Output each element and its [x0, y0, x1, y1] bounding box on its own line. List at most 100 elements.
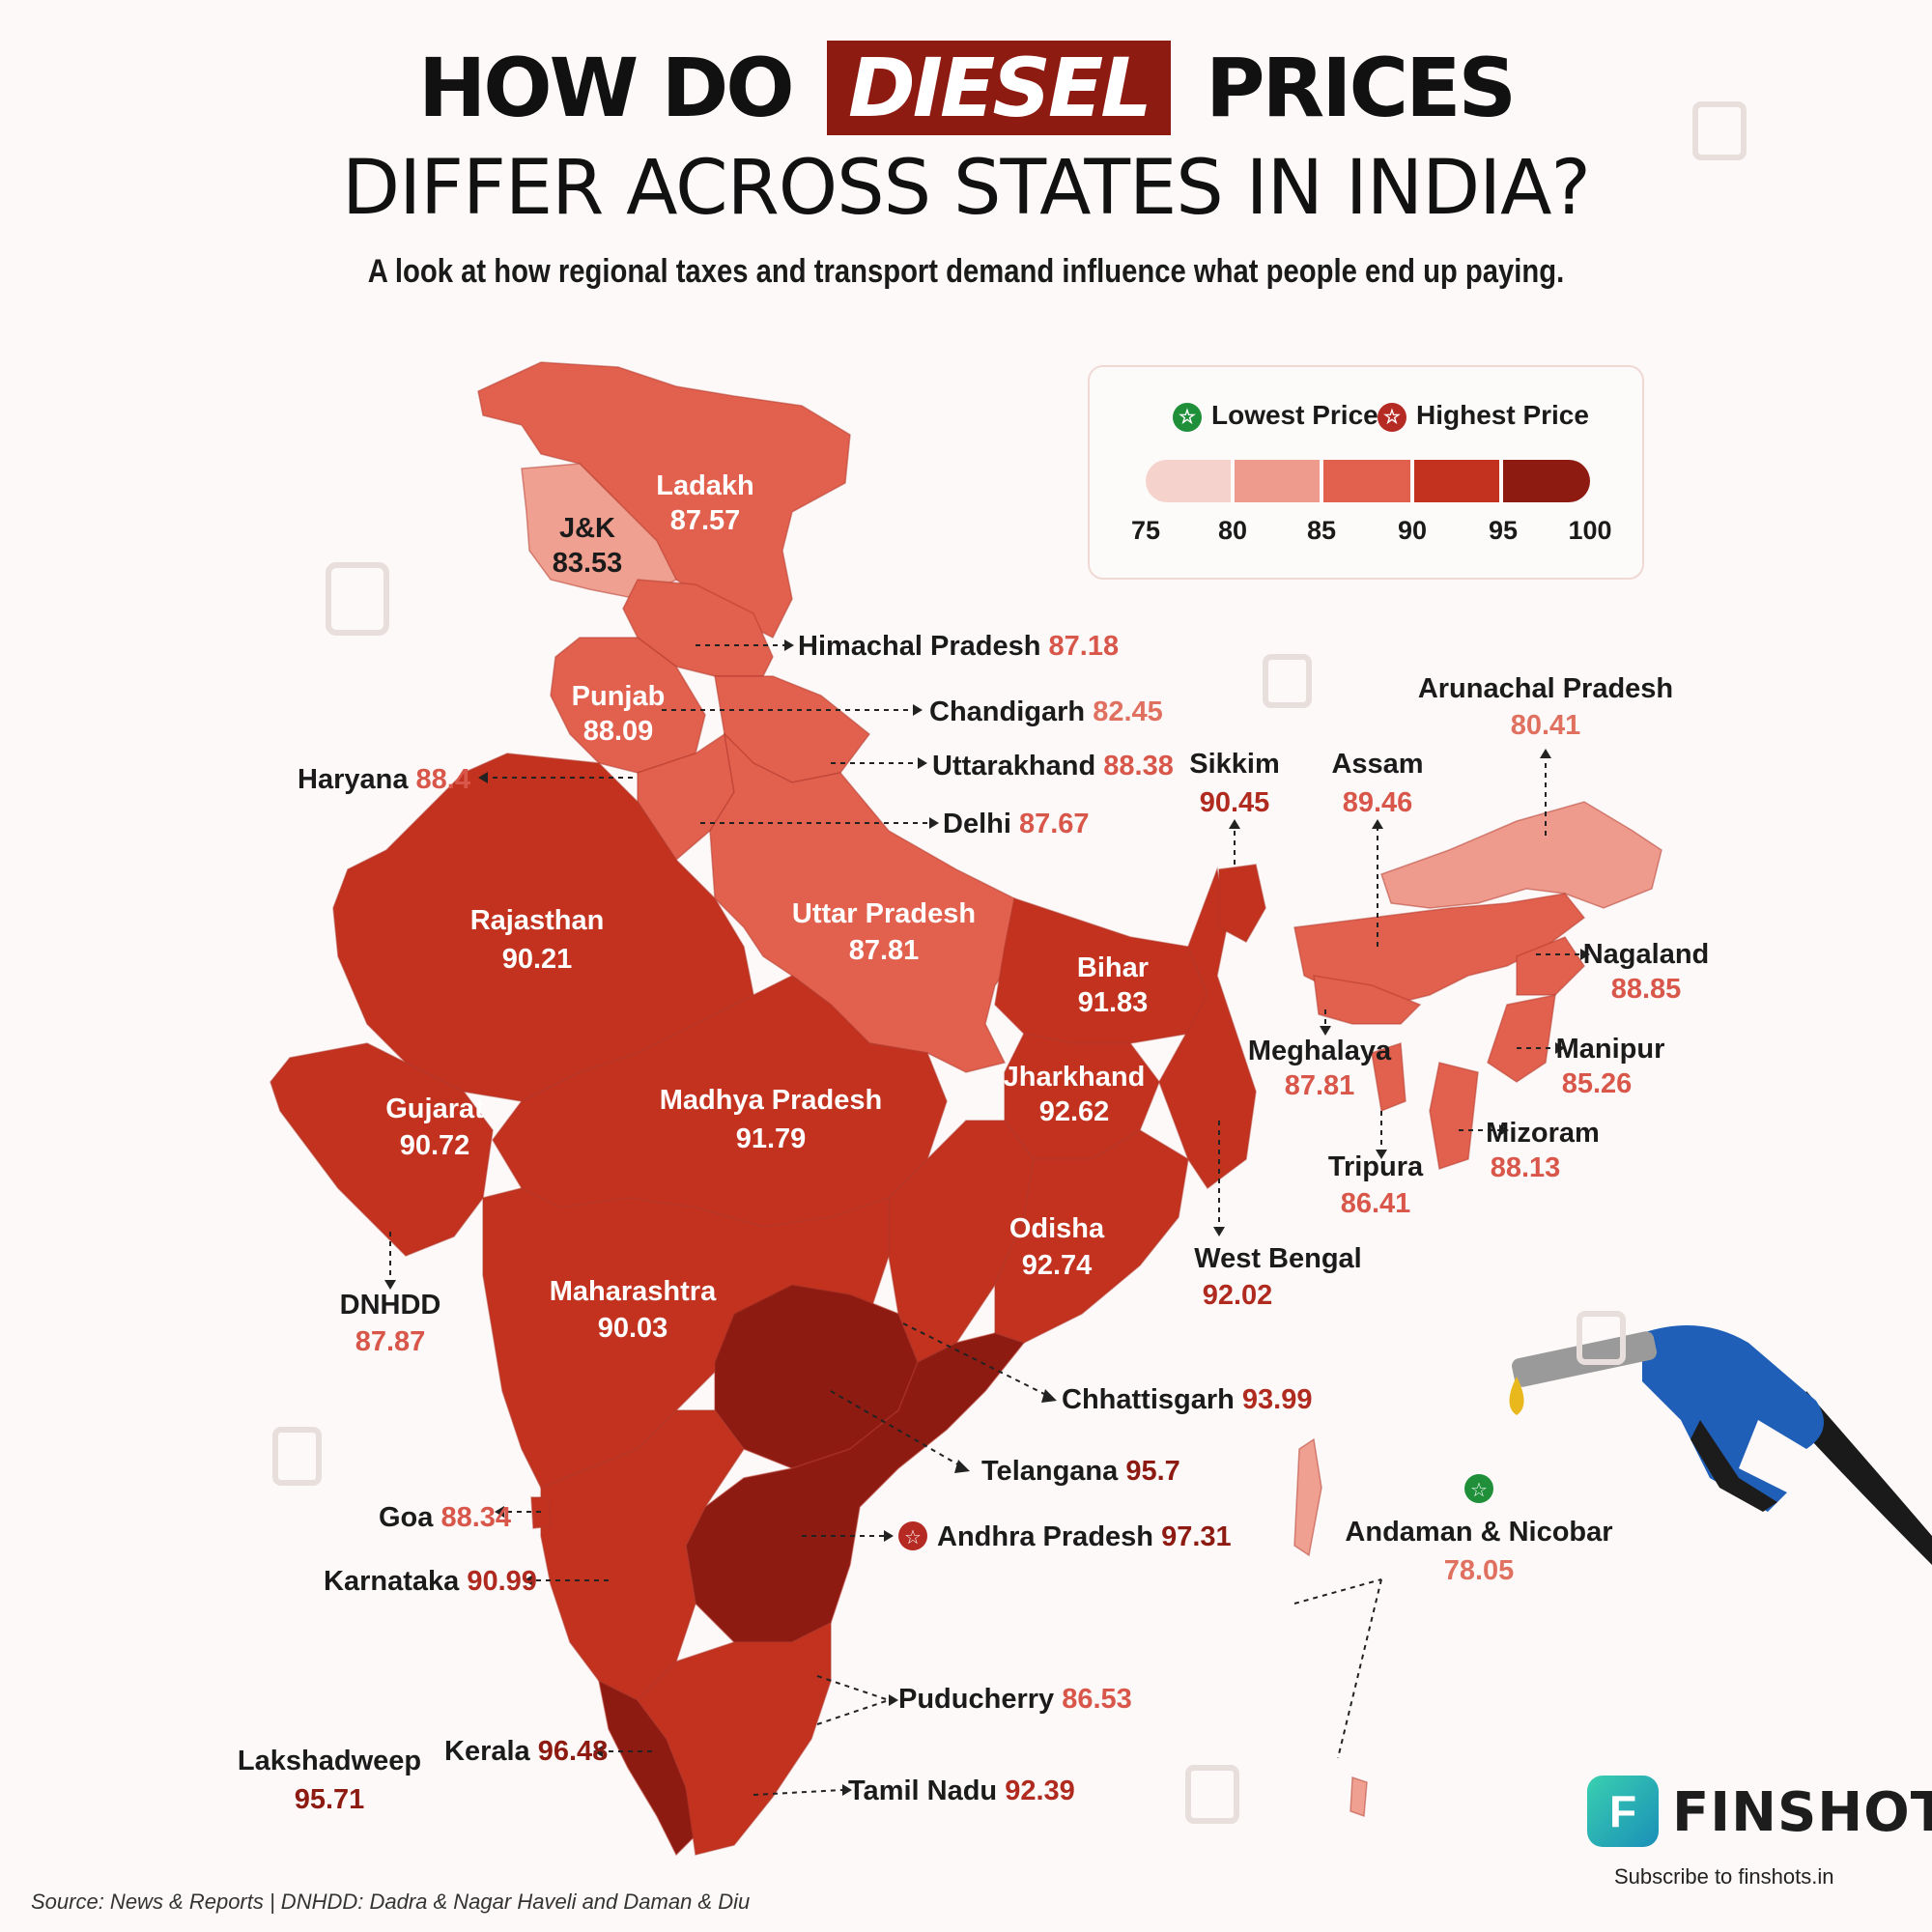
value-westbengal: 92.02	[1203, 1280, 1273, 1311]
watermark-logos	[272, 101, 1747, 1824]
legend-lowest: ☆ Lowest Price	[1173, 400, 1378, 432]
region-ladakh	[477, 361, 851, 639]
title-highlight: DIESEL	[826, 41, 1171, 135]
legend-highest: ☆ Highest Price	[1378, 400, 1589, 432]
label-andhra: Andhra Pradesh 97.31	[937, 1521, 1232, 1552]
label-manipur: Manipur	[1556, 1034, 1665, 1065]
fuel-hose	[1797, 1391, 1932, 1565]
legend-bin-90-95	[1414, 460, 1499, 502]
label-arunachal: Arunachal Pradesh	[1418, 673, 1673, 704]
region-nicobar	[1350, 1776, 1368, 1818]
label-haryana: Haryana 88.4	[298, 764, 470, 795]
lowest-star-icon: ☆	[1173, 402, 1202, 432]
highest-star-icon: ☆	[1378, 402, 1406, 432]
leader-arrowheads	[384, 639, 1590, 1796]
label-gujarat: Gujarat	[385, 1094, 484, 1124]
legend-bin-85-90	[1323, 460, 1410, 502]
label-jharkhand: Jharkhand	[1004, 1062, 1146, 1093]
price-legend: ☆ Lowest Price ☆ Highest Price 75 80 85 90…	[1088, 365, 1644, 580]
lowest-price-marker: ☆	[1464, 1474, 1493, 1503]
label-odisha: Odisha	[1009, 1213, 1105, 1244]
map-labels: Ladakh 87.57 J&K 83.53 Punjab 88.09 Raja…	[385, 470, 1149, 1344]
title-line-2: DIFFER ACROSS STATES IN INDIA?	[342, 145, 1591, 232]
highest-star-icon: ☆	[904, 1527, 922, 1548]
label-puducherry: Puducherry 86.53	[898, 1684, 1132, 1715]
label-chandigarh: Chandigarh 82.45	[929, 696, 1163, 727]
legend-tick: 95	[1488, 516, 1519, 545]
label-tripura: Tripura	[1328, 1151, 1424, 1182]
value-manipur: 85.26	[1562, 1068, 1633, 1099]
value-lakshadweep: 95.71	[295, 1784, 365, 1815]
region-tripura	[1371, 1041, 1406, 1113]
label-punjab: Punjab	[572, 681, 666, 712]
legend-tick: 75	[1130, 516, 1161, 545]
lowest-star-badge	[1464, 1474, 1493, 1503]
region-odisha	[994, 1129, 1189, 1344]
value-odisha: 92.74	[1022, 1250, 1093, 1281]
value-tripura: 86.41	[1341, 1188, 1411, 1219]
value-andaman: 78.05	[1444, 1555, 1515, 1586]
region-sikkim	[1218, 864, 1266, 944]
value-gujarat: 90.72	[400, 1130, 470, 1161]
label-delhi: Delhi 87.67	[943, 809, 1090, 839]
label-telangana: Telangana 95.7	[981, 1456, 1180, 1487]
label-karnataka: Karnataka 90.99	[324, 1566, 537, 1597]
state-shapes	[270, 361, 1662, 1857]
value-nagaland: 88.85	[1611, 974, 1682, 1005]
label-bihar: Bihar	[1077, 952, 1149, 983]
label-goa: Goa 88.34	[379, 1502, 511, 1533]
highest-star-badge	[898, 1521, 927, 1550]
legend-highest-label: Highest Price	[1416, 400, 1589, 430]
label-nagaland: Nagaland	[1583, 939, 1710, 970]
label-ladakh: Ladakh	[656, 470, 754, 501]
title-part-1: HOW DO	[417, 41, 795, 135]
label-maharashtra: Maharashtra	[550, 1276, 717, 1307]
value-jk: 83.53	[553, 548, 623, 579]
label-sikkim: Sikkim	[1189, 749, 1280, 780]
value-sikkim: 90.45	[1200, 787, 1270, 818]
title-line-1: HOW DO DIESEL PRICES	[0, 41, 1932, 135]
value-rajasthan: 90.21	[502, 944, 573, 975]
label-uttarakhand: Uttarakhand 88.38	[932, 751, 1174, 781]
region-nagaland	[1516, 936, 1585, 996]
label-up: Uttar Pradesh	[792, 898, 976, 929]
value-punjab: 88.09	[583, 716, 654, 747]
label-mp: Madhya Pradesh	[660, 1085, 882, 1116]
region-manipur	[1487, 994, 1556, 1083]
value-bihar: 91.83	[1078, 987, 1149, 1018]
value-meghalaya: 87.81	[1285, 1070, 1355, 1101]
value-mizoram: 88.13	[1491, 1152, 1561, 1183]
subtitle: A look at how regional taxes and transpo…	[367, 253, 1565, 290]
value-assam: 89.46	[1343, 787, 1413, 818]
legend-tick: 100	[1568, 516, 1612, 545]
label-lakshadweep: Lakshadweep	[238, 1746, 421, 1776]
label-mizoram: Mizoram	[1486, 1118, 1600, 1149]
leader-lines	[389, 644, 1580, 1796]
legend-tick: 80	[1217, 516, 1248, 545]
region-tamilnadu	[637, 1621, 832, 1856]
label-chhattisgarh: Chhattisgarh 93.99	[1062, 1384, 1312, 1415]
legend-bin-80-85	[1235, 460, 1320, 502]
label-tamilnadu: Tamil Nadu 92.39	[848, 1776, 1075, 1806]
finshots-tagline[interactable]: Subscribe to finshots.in	[1614, 1864, 1834, 1889]
label-meghalaya: Meghalaya	[1248, 1036, 1392, 1066]
legend-tick: 85	[1306, 516, 1337, 545]
label-assam: Assam	[1331, 749, 1423, 780]
label-rajasthan: Rajasthan	[470, 905, 605, 936]
legend-lowest-label: Lowest Price	[1211, 400, 1378, 430]
legend-bin-75-80	[1146, 460, 1231, 502]
value-dnhdd: 87.87	[355, 1326, 426, 1357]
source-note: Source: News & Reports | DNHDD: Dadra & …	[31, 1889, 751, 1914]
region-bihar	[994, 897, 1208, 1044]
value-maharashtra: 90.03	[598, 1313, 668, 1344]
fuel-drop-icon	[1509, 1377, 1524, 1415]
value-jharkhand: 92.62	[1039, 1096, 1110, 1127]
region-karnataka	[540, 1409, 745, 1701]
value-mp: 91.79	[736, 1123, 807, 1154]
label-dnhdd: DNHDD	[340, 1290, 441, 1321]
nozzle-handle	[1642, 1325, 1824, 1512]
region-mizoram	[1429, 1062, 1479, 1170]
